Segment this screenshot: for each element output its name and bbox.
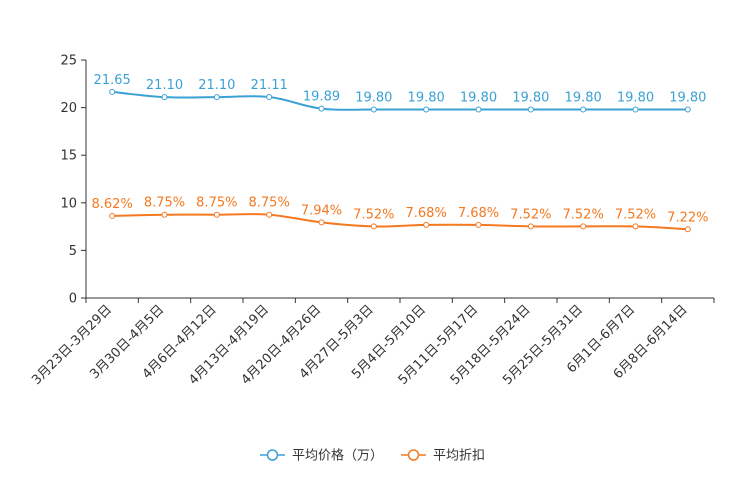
data-point	[213, 94, 220, 101]
data-point	[475, 106, 482, 113]
data-point	[527, 106, 534, 113]
legend-label: 平均价格（万）	[292, 448, 383, 464]
data-label: 7.52%	[353, 207, 394, 222]
data-label: 8.75%	[144, 196, 185, 211]
y-tick-label: 25	[60, 54, 77, 69]
data-point	[318, 105, 325, 112]
legend-item-price[interactable]: 平均价格（万）	[260, 448, 383, 464]
data-label: 19.80	[617, 91, 654, 106]
data-label: 19.80	[408, 91, 445, 106]
legend[interactable]: 平均价格（万） 平均折扣	[260, 448, 485, 464]
series-layer: 21.65 21.10 21.10 21.11 19.89 19.80 19.80 19.80…	[92, 73, 708, 233]
data-label: 19.80	[565, 91, 602, 106]
data-point	[109, 88, 116, 95]
data-point	[370, 106, 377, 113]
data-point	[580, 223, 587, 230]
data-point	[684, 106, 691, 113]
data-label: 7.94%	[301, 203, 342, 218]
data-point	[527, 223, 534, 230]
data-point	[632, 106, 639, 113]
data-point	[318, 219, 325, 226]
data-label: 21.10	[198, 78, 235, 93]
y-tick-label: 10	[60, 196, 77, 211]
legend-marker-icon	[407, 449, 420, 461]
y-tick-label: 20	[60, 101, 77, 116]
data-label: 8.75%	[196, 196, 237, 211]
data-label: 7.52%	[563, 207, 604, 222]
y-tick-label: 5	[69, 244, 77, 259]
data-label: 8.62%	[92, 197, 133, 212]
data-point	[161, 94, 168, 101]
data-point	[161, 211, 168, 218]
data-label: 7.52%	[615, 207, 656, 222]
data-point	[632, 223, 639, 230]
data-point	[109, 212, 116, 219]
series-line	[112, 213, 688, 231]
data-point	[266, 211, 273, 218]
data-label: 19.89	[303, 90, 340, 105]
data-label: 19.80	[669, 91, 706, 106]
data-label: 7.22%	[667, 210, 708, 225]
data-point	[213, 211, 220, 218]
y-tick-label: 15	[60, 149, 77, 164]
data-point	[370, 223, 377, 230]
data-label: 19.80	[355, 91, 392, 106]
data-label: 21.10	[146, 78, 183, 93]
series-price: 21.65 21.10 21.10 21.11 19.89 19.80 19.80 19.80…	[94, 73, 706, 113]
data-point	[266, 94, 273, 101]
data-label: 19.80	[460, 91, 497, 106]
data-point	[423, 221, 430, 228]
data-label: 7.68%	[458, 206, 499, 221]
data-point	[580, 106, 587, 113]
y-tick-label: 0	[69, 292, 77, 307]
legend-item-discount[interactable]: 平均折扣	[401, 449, 485, 464]
data-point	[475, 221, 482, 228]
data-point	[684, 226, 691, 233]
series-line	[112, 90, 688, 111]
data-label: 21.11	[251, 78, 288, 93]
legend-marker-icon	[266, 449, 279, 461]
data-point	[423, 106, 430, 113]
series-discount: 8.62% 8.75% 8.75% 8.75% 7.94% 7.52% 7.68% 7.68%…	[92, 196, 708, 233]
data-label: 21.65	[94, 73, 131, 88]
data-label: 7.52%	[510, 207, 551, 222]
data-label: 19.80	[512, 91, 549, 106]
legend-label: 平均折扣	[433, 449, 485, 464]
data-label: 7.68%	[406, 206, 447, 221]
data-label: 8.75%	[249, 196, 290, 211]
